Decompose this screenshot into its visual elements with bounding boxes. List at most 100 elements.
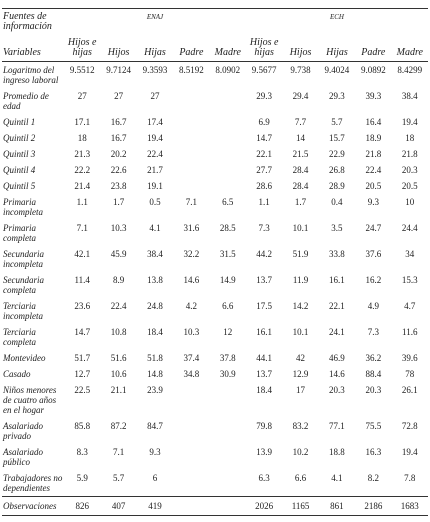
cell: 16.7	[110, 133, 127, 143]
cell: 11.6	[402, 327, 418, 337]
cell: 32.2	[183, 249, 200, 259]
cell: 23.9	[147, 385, 163, 395]
cell: 14.7	[256, 133, 273, 143]
table-row: Trabajadores no dependientes 5.9 5.7 6 6.3 6.…	[2, 470, 428, 497]
table-row: Logaritmo del ingreso laboral 9.5512 9.712…	[2, 62, 428, 89]
row-label: Observaciones	[2, 496, 64, 516]
cell: 51.6	[110, 353, 127, 363]
cell: 10.2	[292, 447, 309, 457]
cell: 10.3	[110, 223, 127, 233]
cell: 18.9	[365, 133, 382, 143]
cell: 4.2	[185, 301, 197, 311]
row-label: Secundaria incompleta	[3, 249, 44, 269]
cell: 39.6	[401, 353, 418, 363]
cell: 42.1	[74, 249, 91, 259]
table-row: Secundaria incompleta 42.1 45.9 38.4 32.2 31.…	[2, 246, 428, 272]
cell: 28.4	[292, 165, 309, 175]
column-header: Hijas	[136, 35, 174, 62]
cell: 861	[318, 496, 356, 516]
cell	[173, 162, 209, 178]
cell	[173, 382, 209, 418]
variables-label: Variables	[2, 35, 64, 62]
cell: 22.1	[329, 301, 345, 311]
cell: 16.2	[365, 275, 382, 285]
cell: 20.3	[365, 385, 382, 395]
group-header: ECH	[245, 8, 428, 35]
table-row: Quintil 3 21.3 20.2 22.4 22.1 21.5 22.9 21.8 21.…	[2, 146, 428, 162]
cell: 19.4	[147, 133, 163, 143]
cell: 1.1	[76, 197, 88, 207]
cell: 1683	[391, 496, 428, 516]
cell: 45.9	[110, 249, 127, 259]
cell: 5.7	[331, 117, 343, 127]
row-label: Quintil 5	[3, 181, 36, 191]
table-row: Primaria incompleta 1.1 1.7 0.5 7.1 6.5 1.1 1.7…	[2, 194, 428, 220]
cell	[210, 382, 246, 418]
cell: 10.6	[110, 369, 127, 379]
cell: 78	[405, 369, 415, 379]
table-row: Niños menores de cuatro años en el hogar…	[2, 382, 428, 418]
table-row: Promedio de edad 27 27 27 29.3 29.4 29.3 39.3 38…	[2, 88, 428, 114]
cell: 23.8	[110, 181, 127, 191]
cell	[173, 496, 210, 516]
row-label: Asalariado público	[3, 447, 44, 467]
cell: 22.2	[74, 165, 91, 175]
cell	[173, 130, 209, 146]
cell: 38.4	[401, 91, 418, 101]
cell: 17.4	[147, 117, 163, 127]
cell: 9.3	[149, 447, 161, 457]
cell: 14.9	[219, 275, 236, 285]
row-label: Primaria incompleta	[3, 197, 43, 217]
cell: 4.7	[404, 301, 416, 311]
cell: 8.0902	[215, 65, 241, 75]
cell: 29.4	[292, 91, 309, 101]
cell: 27	[114, 91, 124, 101]
cell: 13.7	[256, 275, 273, 285]
cell: 9.3593	[142, 65, 168, 75]
page: Fuentes de información ENAJ ECH Variable…	[0, 8, 430, 522]
cell: 27	[150, 91, 160, 101]
cell: 27.7	[256, 165, 273, 175]
cell: 19.4	[401, 447, 418, 457]
row-label: Promedio de edad	[3, 91, 49, 111]
cell: 6.3	[258, 473, 270, 483]
column-header: Hijas	[318, 35, 356, 62]
cell: 19.4	[401, 117, 418, 127]
cell: 1.7	[112, 197, 125, 207]
cell: 8.3	[76, 447, 88, 457]
row-label: Montevideo	[3, 353, 46, 363]
cell: 1.7	[294, 197, 307, 207]
cell: 21.8	[365, 149, 382, 159]
table-row: Montevideo 51.7 51.6 51.8 37.4 37.8 44.1 42 46.9…	[2, 350, 428, 366]
cell: 42	[296, 353, 306, 363]
cell: 23.6	[74, 301, 91, 311]
cell: 29.3	[329, 91, 345, 101]
cell	[173, 470, 209, 497]
cell: 9.3	[367, 197, 379, 207]
cell: 4.1	[331, 473, 343, 483]
row-label: Terciaria incompleta	[3, 301, 43, 321]
table-row: Primaria completa 7.1 10.3 4.1 31.6 28.5 7.3 10…	[2, 220, 428, 246]
cell: 21.5	[292, 149, 309, 159]
cell: 12.7	[74, 369, 91, 379]
table-row: Observaciones 826 407 419 2026 1165 861 2186 168…	[2, 496, 428, 516]
column-header: Hijos e hijas	[245, 35, 283, 62]
cell: 10	[405, 197, 415, 207]
cell: 7.7	[294, 117, 307, 127]
table-row: Secundaria completa 11.4 8.9 13.8 14.6 14.9 13…	[2, 272, 428, 298]
table-row: Quintil 1 17.1 16.7 17.4 6.9 7.7 5.7 16.4 19.4	[2, 114, 428, 130]
cell	[210, 162, 246, 178]
cell: 11.4	[74, 275, 90, 285]
cell: 79.8	[256, 421, 273, 431]
table-row: Quintil 4 22.2 22.6 21.7 27.7 28.4 26.8 22.4 20.…	[2, 162, 428, 178]
cell: 8.9	[112, 275, 125, 285]
cell	[173, 146, 209, 162]
cell: 19.1	[147, 181, 163, 191]
cell: 29.3	[256, 91, 273, 101]
cell: 16.4	[365, 117, 382, 127]
cell: 5.9	[76, 473, 88, 483]
cell: 10.8	[110, 327, 127, 337]
cell: 18	[77, 133, 87, 143]
cell: 14.6	[329, 369, 345, 379]
cell: 20.2	[110, 149, 127, 159]
